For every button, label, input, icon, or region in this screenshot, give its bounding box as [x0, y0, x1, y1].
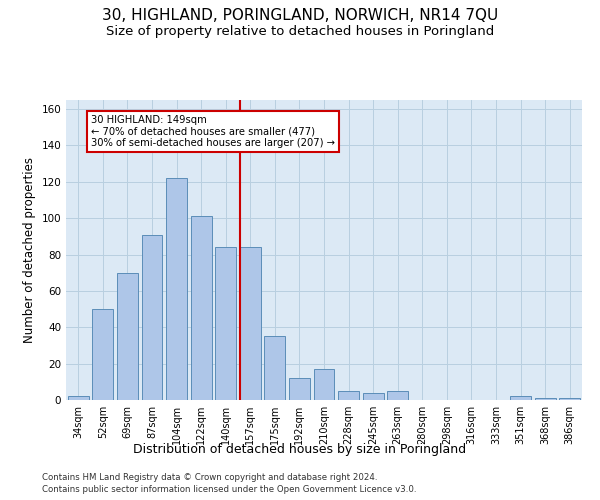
- Text: 30, HIGHLAND, PORINGLAND, NORWICH, NR14 7QU: 30, HIGHLAND, PORINGLAND, NORWICH, NR14 …: [102, 8, 498, 22]
- Bar: [215, 248, 236, 400]
- Bar: [92, 309, 113, 400]
- Text: Contains public sector information licensed under the Open Government Licence v3: Contains public sector information licen…: [42, 485, 416, 494]
- Bar: [166, 178, 187, 400]
- Bar: [559, 398, 580, 400]
- Bar: [510, 396, 531, 400]
- Bar: [535, 398, 556, 400]
- Bar: [289, 378, 310, 400]
- Bar: [117, 272, 138, 400]
- Text: 30 HIGHLAND: 149sqm
← 70% of detached houses are smaller (477)
30% of semi-detac: 30 HIGHLAND: 149sqm ← 70% of detached ho…: [91, 114, 335, 148]
- Text: Size of property relative to detached houses in Poringland: Size of property relative to detached ho…: [106, 25, 494, 38]
- Y-axis label: Number of detached properties: Number of detached properties: [23, 157, 36, 343]
- Bar: [240, 248, 261, 400]
- Bar: [142, 234, 163, 400]
- Text: Contains HM Land Registry data © Crown copyright and database right 2024.: Contains HM Land Registry data © Crown c…: [42, 472, 377, 482]
- Bar: [362, 392, 383, 400]
- Bar: [265, 336, 286, 400]
- Bar: [191, 216, 212, 400]
- Bar: [68, 396, 89, 400]
- Bar: [387, 391, 408, 400]
- Bar: [314, 369, 334, 400]
- Bar: [338, 391, 359, 400]
- Text: Distribution of detached houses by size in Poringland: Distribution of detached houses by size …: [133, 442, 467, 456]
